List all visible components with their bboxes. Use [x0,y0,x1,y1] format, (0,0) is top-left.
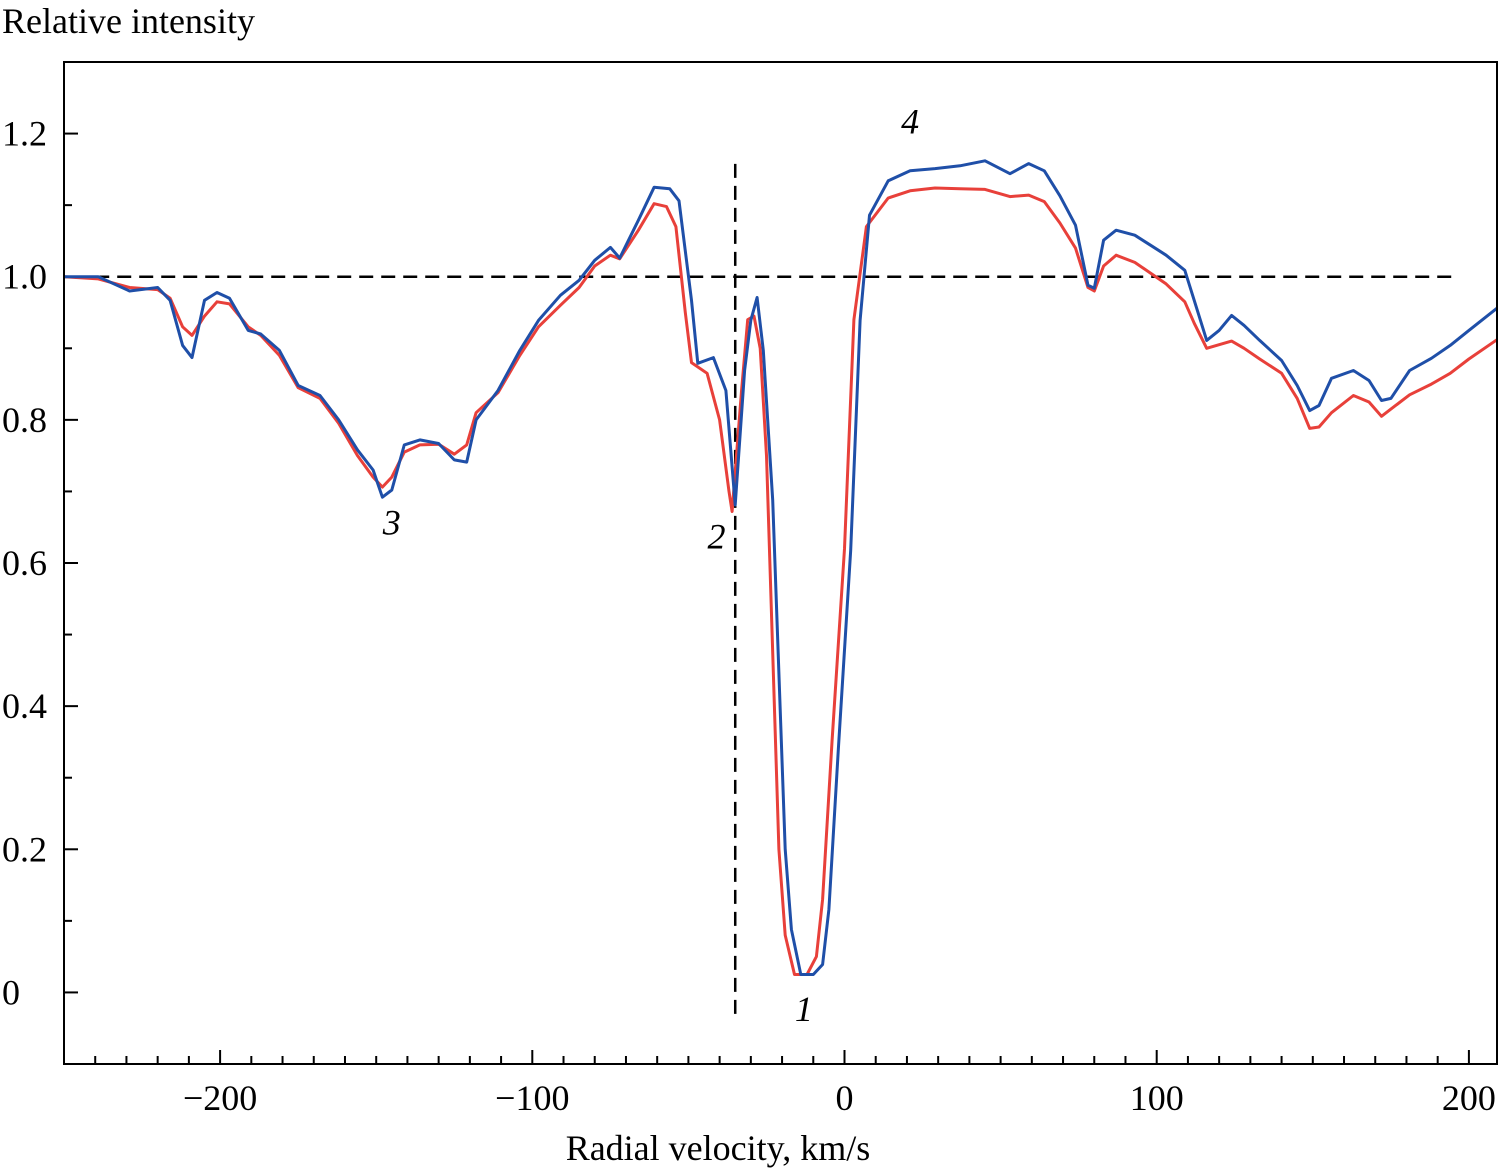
plot-frame [63,61,1498,1065]
y-tick-label: 0.6 [2,543,47,583]
series-line-red [63,186,1498,976]
annotation-label: 1 [795,989,813,1029]
x-tick-label: −100 [495,1078,569,1118]
x-tick-label: 0 [836,1078,854,1118]
x-tick-label: 100 [1130,1078,1184,1118]
x-tick-label: −200 [183,1078,257,1118]
y-tick-label: 0.8 [2,400,47,440]
annotation-label: 3 [382,502,401,542]
annotation-label: 2 [707,517,725,557]
series-line-blue [64,159,1498,976]
x-tick-label: 200 [1442,1078,1496,1118]
y-tick-label: 0 [2,972,20,1012]
y-tick-label: 0.4 [2,686,47,726]
x-axis-label: Radial velocity, km/s [566,1128,871,1168]
y-axis-label: Relative intensity [2,1,255,41]
y-tick-label: 1.0 [2,257,47,297]
y-tick-label: 1.2 [2,114,47,154]
annotation-label: 4 [901,102,919,142]
y-tick-label: 0.2 [2,829,47,869]
